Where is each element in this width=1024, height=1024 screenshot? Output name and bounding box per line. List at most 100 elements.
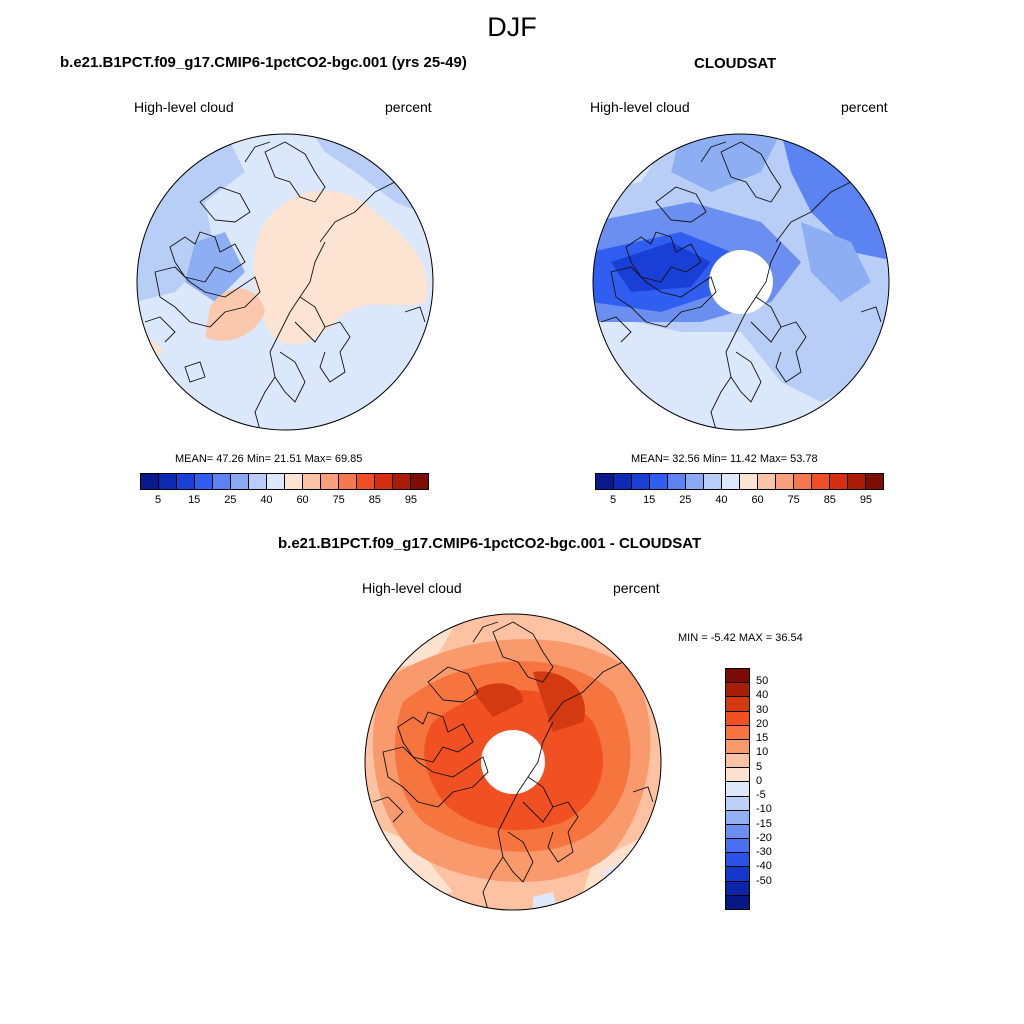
panel1-units-label: percent: [385, 99, 432, 115]
panel2-colorbar-box: [704, 474, 722, 489]
panel3-colorbar-box: [726, 881, 749, 896]
panel3-colorbar-tick-label: -15: [756, 817, 772, 830]
panel3-title: b.e21.B1PCT.f09_g17.CMIP6-1pctCO2-bgc.00…: [278, 535, 702, 552]
panel1-colorbar-tick-label: 95: [404, 494, 418, 506]
panel3-colorbar-tick-label: -5: [756, 789, 766, 802]
panel3-colorbar-tick-label: 10: [756, 746, 769, 759]
panel1-colorbar-box: [321, 474, 339, 489]
panel3-colorbar: [725, 668, 750, 910]
panel2-colorbar-tick-label: 40: [715, 494, 728, 506]
panel3-colorbar-tick-label: -40: [756, 860, 772, 873]
panel1-colorbar-box: [285, 474, 303, 489]
panel2-colorbar-box: [830, 474, 848, 489]
panel1-colorbar-tick-label: 5: [155, 494, 162, 506]
panel2-colorbar-ticks: 5 15 25 40 60 75 85 95: [595, 494, 884, 508]
panel1-colorbar-box: [393, 474, 411, 489]
panel2-colorbar-tick-label: 25: [679, 494, 692, 506]
panel1-colorbar-box: [267, 474, 285, 489]
panel3-colorbar-box: [726, 683, 749, 698]
panel2-colorbar-box: [776, 474, 794, 489]
panel1-colorbar-box: [141, 474, 159, 489]
panel2-polar-map: [592, 133, 890, 431]
panel1-colorbar-box: [303, 474, 321, 489]
panel2-colorbar-tick-label: 5: [610, 494, 617, 506]
panel3-colorbar-tick-label: 20: [756, 717, 769, 730]
panel2-title: CLOUDSAT: [694, 55, 777, 72]
panel3-stats: MIN = -5.42 MAX = 36.54: [678, 632, 803, 644]
panel2-colorbar-box: [848, 474, 866, 489]
panel1-colorbar-box: [159, 474, 177, 489]
panel3-colorbar-box: [726, 796, 749, 811]
panel2-colorbar-box: [812, 474, 830, 489]
panel3-colorbar-box: [726, 725, 749, 740]
panel1-colorbar: [140, 473, 429, 490]
panel3-colorbar-tick-label: 0: [756, 774, 763, 787]
panel2-colorbar: [595, 473, 884, 490]
panel2-colorbar-box: [596, 474, 614, 489]
panel2-colorbar-tick-label: 60: [751, 494, 764, 506]
panel2-colorbar-box: [668, 474, 686, 489]
panel3-colorbar-tick-label: 15: [756, 732, 769, 745]
panel3-colorbar-tick-label: -30: [756, 846, 772, 859]
panel3-colorbar-box: [726, 768, 749, 783]
panel3-units-label: percent: [613, 580, 660, 596]
panel3-colorbar-box: [726, 810, 749, 825]
panel3-polar-map: [364, 613, 662, 911]
panel2-colorbar-box: [794, 474, 812, 489]
panel3-colorbar-box: [726, 697, 749, 712]
panel3-variable-label: High-level cloud: [362, 580, 462, 596]
panel1-colorbar-box: [375, 474, 393, 489]
panel1-title: b.e21.B1PCT.f09_g17.CMIP6-1pctCO2-bgc.00…: [60, 54, 467, 71]
panel1-colorbar-box: [411, 474, 428, 489]
panel3-colorbar-box: [726, 711, 749, 726]
figure-title: DJF: [487, 12, 537, 42]
panel1-colorbar-tick-label: 15: [188, 494, 201, 506]
panel3-colorbar-tick-label: 40: [756, 689, 769, 702]
panel2-variable-label: High-level cloud: [590, 99, 690, 115]
panel3-colorbar-box: [726, 669, 749, 684]
panel1-colorbar-box: [357, 474, 375, 489]
panel3-colorbar-box: [726, 739, 749, 755]
panel2-colorbar-box: [740, 474, 758, 489]
panel3-colorbar-box: [726, 867, 749, 882]
panel3-colorbar-box: [726, 853, 749, 868]
panel3-colorbar-box: [726, 839, 749, 854]
panel1-polar-map: [136, 133, 434, 431]
panel3-colorbar-tick-label: -50: [756, 874, 772, 887]
panel3-colorbar-tick-label: 50: [756, 675, 769, 688]
panel1-variable-label: High-level cloud: [134, 99, 234, 115]
panel1-colorbar-box: [195, 474, 213, 489]
panel3-colorbar-box: [726, 782, 749, 797]
panel1-colorbar-ticks: 5 15 25 40 60 75 85 95: [140, 494, 429, 508]
panel3-colorbar-box: [726, 824, 749, 840]
panel1-colorbar-tick-label: 85: [368, 494, 381, 506]
panel2-colorbar-box: [614, 474, 632, 489]
panel1-colorbar-tick-label: 40: [260, 494, 273, 506]
panel1-colorbar-tick-label: 60: [296, 494, 309, 506]
panel2-units-label: percent: [841, 99, 888, 115]
panel2-colorbar-box: [866, 474, 883, 489]
panel3-colorbar-tick-label: 30: [756, 703, 769, 716]
panel1-colorbar-box: [177, 474, 195, 489]
panel1-colorbar-box: [213, 474, 231, 489]
panel2-colorbar-box: [686, 474, 704, 489]
panel2-colorbar-tick-label: 75: [787, 494, 800, 506]
panel2-colorbar-box: [650, 474, 668, 489]
panel2-colorbar-box: [758, 474, 776, 489]
panel1-colorbar-box: [231, 474, 249, 489]
panel1-colorbar-box: [249, 474, 267, 489]
panel2-colorbar-tick-label: 15: [643, 494, 656, 506]
panel3-colorbar-ticks: 50 40 30 20 15 10 5 0 -5 -10 -15 -20 -30 -40 -50: [756, 668, 796, 910]
panel1-stats: MEAN= 47.26 Min= 21.51 Max= 69.85: [175, 453, 363, 465]
panel3-colorbar-box: [726, 895, 749, 909]
panel2-colorbar-box: [722, 474, 740, 489]
panel3-colorbar-tick-label: -10: [756, 803, 772, 816]
panel2-stats: MEAN= 32.56 Min= 11.42 Max= 53.78: [631, 453, 818, 465]
panel3-colorbar-tick-label: -20: [756, 831, 772, 844]
panel3-colorbar-tick-label: 5: [756, 760, 763, 773]
panel2-colorbar-tick-label: 95: [859, 494, 873, 506]
panel1-colorbar-tick-label: 75: [332, 494, 345, 506]
panel1-colorbar-box: [339, 474, 357, 489]
panel2-colorbar-tick-label: 85: [823, 494, 836, 506]
panel1-colorbar-tick-label: 25: [224, 494, 237, 506]
